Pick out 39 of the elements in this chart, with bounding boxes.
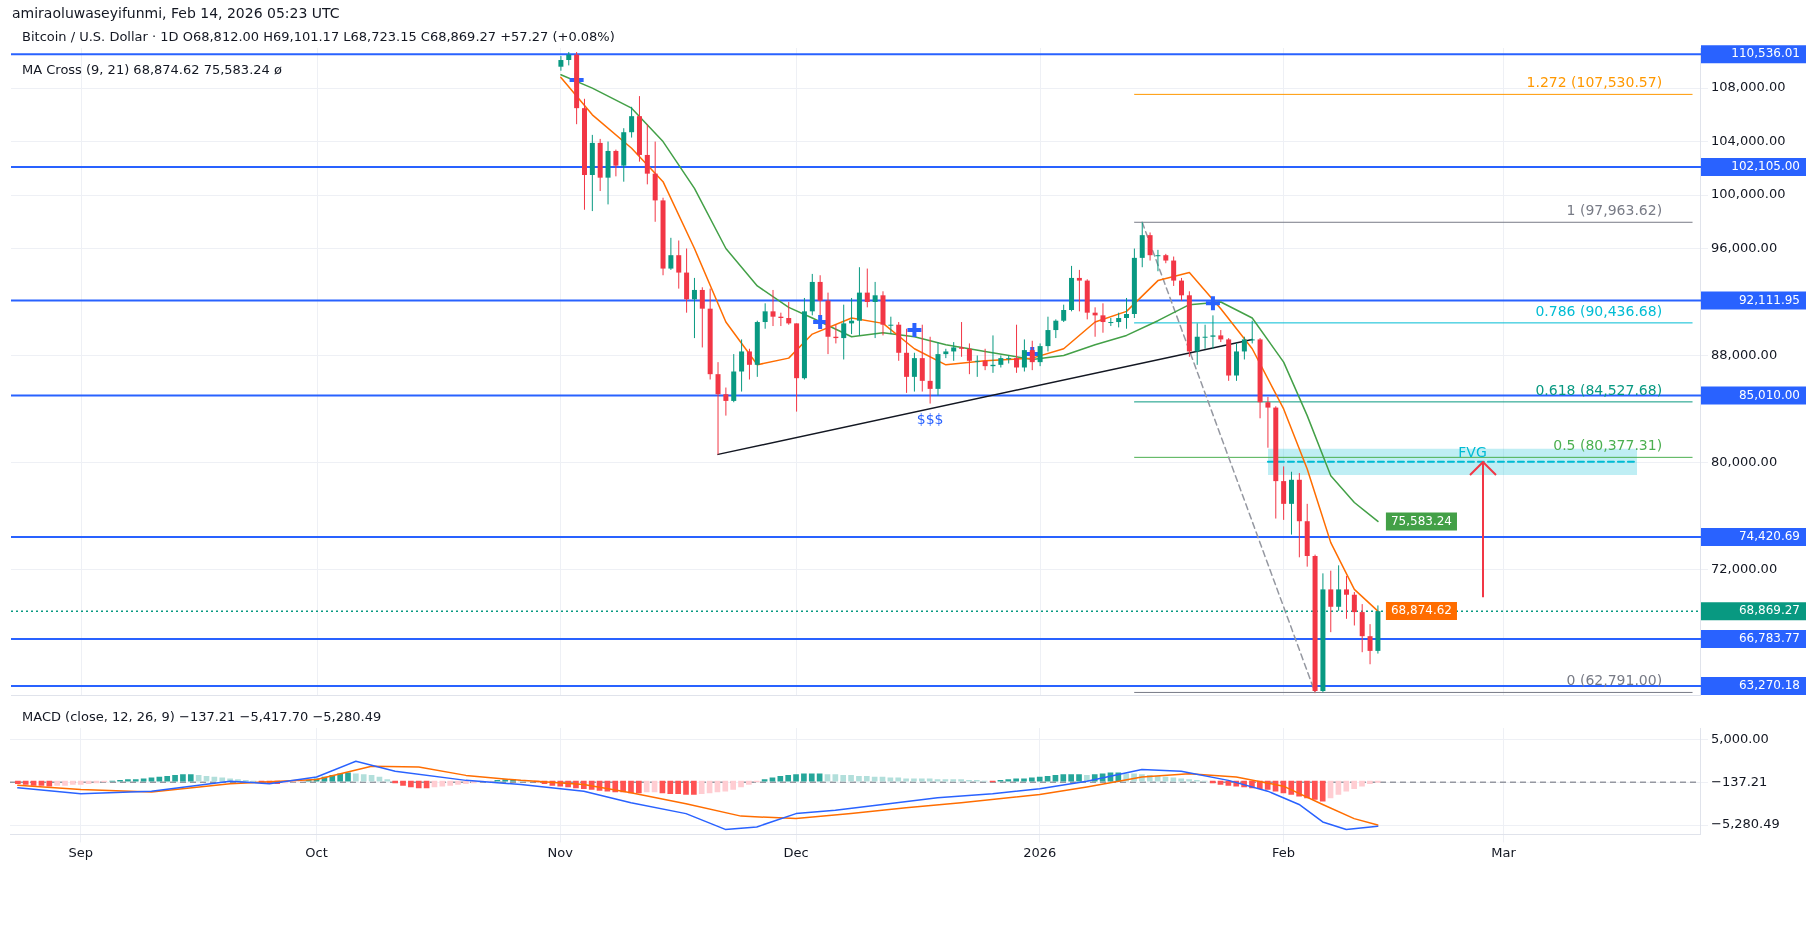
x-tick-label: Feb xyxy=(1271,844,1295,860)
annotation: $$$ xyxy=(916,411,944,428)
ref-line-label: 74,420.69 xyxy=(1738,529,1800,544)
y-tick-label: 104,000.00 xyxy=(1711,132,1786,148)
y-tick-label: 72,000.00 xyxy=(1711,560,1778,576)
x-tick-label: Mar xyxy=(1491,844,1517,860)
y-tick-label: 5,000.00 xyxy=(1711,731,1769,747)
ref-line-label: 110,536.01 xyxy=(1731,46,1800,61)
text: MA Cross (9, 21) 68,874.62 75,583.24 ø xyxy=(22,62,282,77)
ref-line-label: 92,111.95 xyxy=(1738,292,1800,307)
x-tick-label: Dec xyxy=(783,844,809,860)
series-label: 0.618 (84,527.68) xyxy=(1535,381,1663,398)
ref-line-label: 102,105.00 xyxy=(1731,159,1800,174)
y-tick-label: 88,000.00 xyxy=(1711,346,1778,362)
text: amiraoluwaseyifunmi, Feb 14, 2026 05:23 UTC xyxy=(11,4,341,23)
y-tick-label: 80,000.00 xyxy=(1711,453,1778,469)
series-label: 1.272 (107,530.57) xyxy=(1526,74,1663,91)
chart-title: Bitcoin / U.S. Dollar · 1D O68,812.00 H69,101.17 L68,723.15 C68,869.27 +57.27 (+0.08%) xyxy=(22,29,615,44)
x-tick-label: Oct xyxy=(305,844,328,860)
ref-line-label: 85,010.00 xyxy=(1738,387,1800,402)
x-tick-label: Nov xyxy=(547,844,574,860)
chart-title: MACD (close, 12, 26, 9) −137.21 −5,417.70 −5,280.49 xyxy=(22,709,382,724)
ref-line-label: 66,783.77 xyxy=(1738,631,1800,646)
y-tick-label: 100,000.00 xyxy=(1711,186,1786,202)
y-tick-label: 108,000.00 xyxy=(1711,79,1786,95)
series-label: 1 (97,963.62) xyxy=(1566,201,1663,218)
y-tick-label: 96,000.00 xyxy=(1711,239,1778,255)
ref-line-label: 63,270.18 xyxy=(1738,678,1800,693)
series-label: 0.786 (90,436.68) xyxy=(1535,302,1663,319)
y-tick-label: −137.21 xyxy=(1711,773,1768,789)
series-label: 0 (62,791.00) xyxy=(1566,672,1663,689)
y-tick-label: −5,280.49 xyxy=(1711,816,1780,832)
series-label: 0.5 (80,377.31) xyxy=(1553,437,1663,453)
x-tick-label: Sep xyxy=(68,844,93,860)
x-tick-label: 2026 xyxy=(1023,844,1057,860)
data-label: 75,583.24 xyxy=(1390,513,1452,528)
data-label: 68,874.62 xyxy=(1390,603,1452,618)
ref-line-label: 68,869.27 xyxy=(1738,603,1800,618)
series-label: FVG xyxy=(1458,443,1487,460)
